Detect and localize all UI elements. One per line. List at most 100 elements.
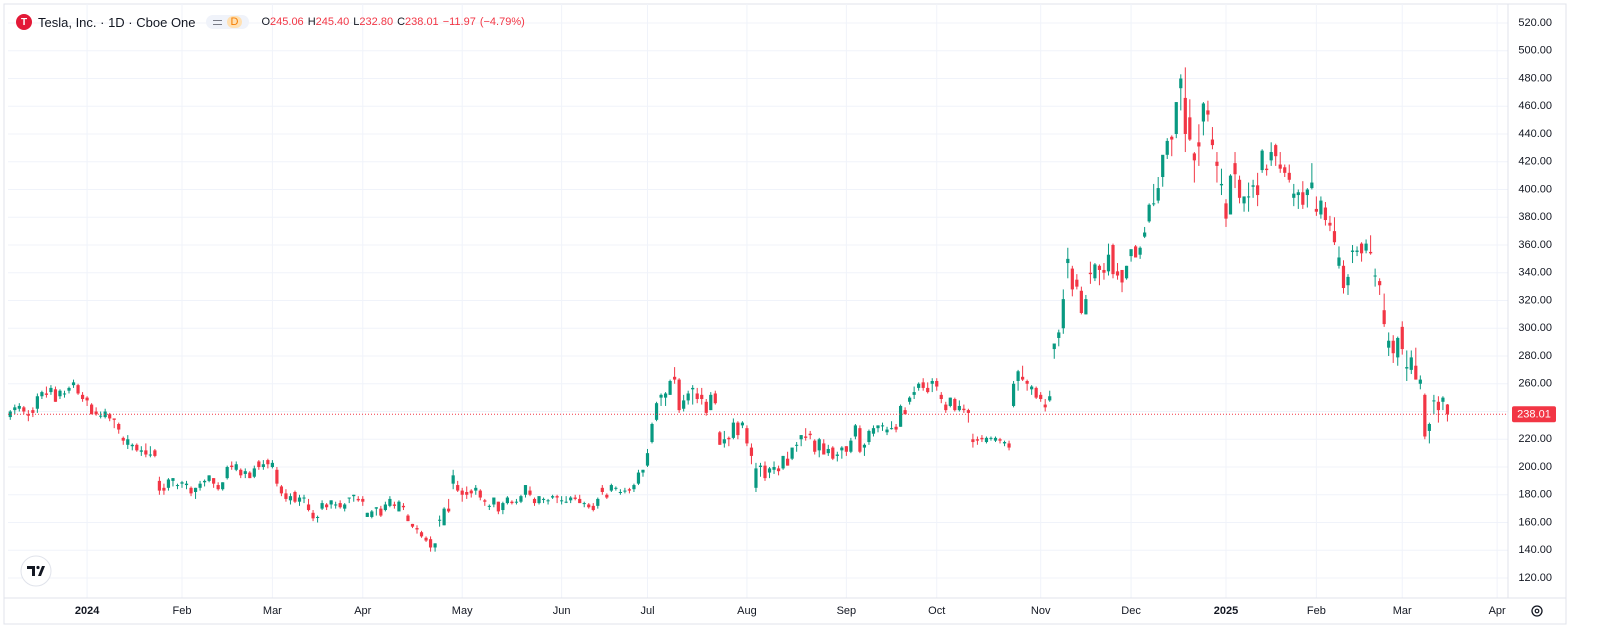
candle-body <box>35 396 39 409</box>
candle-body <box>22 407 26 412</box>
candle-body <box>153 450 157 456</box>
candle-body <box>1165 140 1169 155</box>
candle-body <box>1382 310 1386 325</box>
candle-body <box>614 487 618 489</box>
x-tick-label: Jun <box>553 605 571 617</box>
candle-body <box>885 429 889 433</box>
candle-body <box>1192 153 1196 161</box>
candle-body <box>311 512 315 519</box>
interval-pill[interactable]: D <box>205 15 250 29</box>
candle-body <box>930 380 934 384</box>
candle-body <box>853 425 857 437</box>
candle-body <box>356 498 360 501</box>
candle-body <box>1405 367 1409 369</box>
candle-body <box>722 439 726 444</box>
candle-body <box>225 467 229 479</box>
candle-body <box>1161 154 1165 178</box>
candle-body <box>239 469 243 476</box>
x-tick-label: Mar <box>263 605 282 617</box>
quote-item: C238.01 <box>397 16 439 28</box>
candle-body <box>1301 192 1305 205</box>
candle-body <box>1219 183 1224 186</box>
candle-body <box>1093 264 1097 279</box>
candle-body <box>1170 136 1174 140</box>
candle-body <box>519 496 523 502</box>
candle-body <box>682 400 686 409</box>
candle-body <box>605 494 609 498</box>
candle-body <box>501 503 505 511</box>
candle-body <box>1283 167 1287 173</box>
candle-body <box>365 512 369 517</box>
candle-body <box>1052 343 1056 350</box>
candle-body <box>144 450 148 455</box>
symbol-title[interactable]: Tesla, Inc. · 1D · Cboe One <box>38 14 196 30</box>
tv-logo[interactable] <box>20 555 52 587</box>
candle-body <box>1048 396 1052 401</box>
candle-body <box>1133 246 1138 258</box>
quote-change-pct: (−4.79%) <box>479 16 525 28</box>
candle-body <box>410 523 415 527</box>
candle-body <box>1337 257 1341 266</box>
candle-body <box>175 485 180 487</box>
candle-body <box>957 405 961 411</box>
candle-body <box>1341 265 1346 289</box>
last-price-badge <box>1512 406 1556 423</box>
x-tick-label: Apr <box>1489 605 1506 617</box>
candle-body <box>894 426 898 430</box>
candle-body <box>582 503 586 505</box>
settings-button[interactable] <box>1531 605 1543 617</box>
candle-body <box>876 425 880 429</box>
candle-body <box>772 467 776 470</box>
candle-body <box>343 504 347 509</box>
candle-body <box>673 376 677 380</box>
candle-body <box>786 458 790 466</box>
y-tick-label: 340.00 <box>1518 267 1552 279</box>
y-tick-label: 360.00 <box>1518 239 1552 251</box>
candle-body <box>1396 337 1400 358</box>
x-tick-label: Oct <box>928 605 945 617</box>
candle-body <box>447 508 451 512</box>
candle-body <box>483 500 487 502</box>
candle-body <box>85 397 89 401</box>
candle-body <box>270 462 274 468</box>
candle-body <box>320 503 324 509</box>
symbol-header: T Tesla, Inc. · 1D · Cboe One D O245.06 H… <box>16 12 525 32</box>
candle-body <box>1323 207 1328 221</box>
candle-body <box>727 437 731 440</box>
candle-body <box>636 472 641 484</box>
candle-body <box>546 500 550 502</box>
candle-body <box>677 379 681 411</box>
candle-body <box>325 504 329 508</box>
candle-body <box>1305 189 1309 196</box>
candle-body <box>266 460 270 465</box>
x-tick-label: 2024 <box>75 605 100 617</box>
candle-body <box>31 410 35 413</box>
candle-body <box>560 500 564 502</box>
candle-body <box>293 491 297 502</box>
candle-body <box>754 468 758 488</box>
candle-body <box>849 440 853 452</box>
y-tick-label: 480.00 <box>1518 72 1552 84</box>
candle-body <box>1102 269 1106 273</box>
candle-body <box>718 432 722 445</box>
candle-body <box>537 496 541 504</box>
candle-body <box>1070 268 1074 290</box>
x-tick-label: Jul <box>640 605 654 617</box>
x-tick-label: Nov <box>1031 605 1051 617</box>
candle-body <box>736 422 740 436</box>
candle-body <box>709 394 713 411</box>
candle-body <box>790 447 794 459</box>
candle-body <box>650 423 654 443</box>
y-tick-label: 380.00 <box>1518 211 1552 223</box>
candle-body <box>1066 258 1070 264</box>
candle-body <box>67 387 71 391</box>
candle-body <box>975 439 980 441</box>
y-tick-label: 400.00 <box>1518 183 1552 195</box>
candle-body <box>460 490 464 495</box>
candle-body <box>962 408 966 411</box>
quote-value: 245.06 <box>270 16 304 28</box>
candle-body <box>202 480 207 483</box>
candle-body <box>139 450 143 452</box>
candle-body <box>523 485 528 495</box>
candle-body <box>53 389 58 402</box>
